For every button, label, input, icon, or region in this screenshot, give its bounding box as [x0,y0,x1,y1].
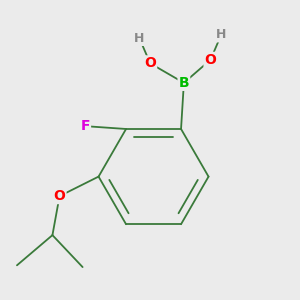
Text: H: H [216,28,226,41]
Text: O: O [54,189,65,203]
Text: F: F [80,119,90,133]
Text: B: B [178,76,189,90]
Text: O: O [144,56,156,70]
Text: H: H [134,32,145,45]
Text: O: O [205,53,216,67]
